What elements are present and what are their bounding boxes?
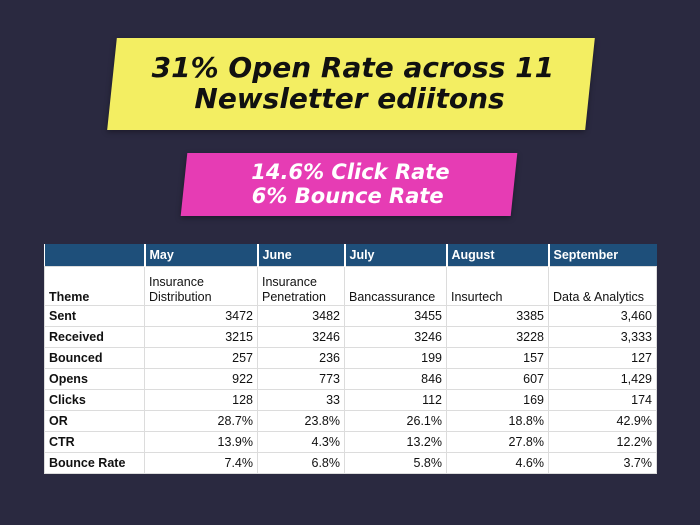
table-cell: 33 [257, 389, 345, 411]
table-cell: 3246 [344, 326, 447, 348]
table-cell: 846 [344, 368, 447, 390]
column-header: June [256, 244, 345, 267]
table-cell: 199 [344, 347, 447, 369]
table-cell: 922 [144, 368, 258, 390]
subheadline-line-2: 6% Bounce Rate [251, 183, 444, 208]
table-cell: 28.7% [144, 410, 258, 432]
table-cell: 27.8% [446, 431, 549, 453]
theme-cell: Data & Analytics [548, 266, 657, 306]
table-row: Bounced 257 236 199 157 127 [44, 347, 657, 369]
table-cell: 13.9% [144, 431, 258, 453]
headline-line-2: Newsletter ediitons [194, 82, 505, 115]
subheadline-banner: 14.6% Click Rate 6% Bounce Rate [180, 153, 518, 216]
column-header: September [547, 244, 657, 267]
headline-banner: 31% Open Rate across 11 Newsletter ediit… [107, 38, 595, 130]
row-label: Clicks [44, 389, 145, 411]
table-row: CTR 13.9% 4.3% 13.2% 27.8% 12.2% [44, 431, 657, 453]
row-label: Sent [44, 305, 145, 327]
table-row: Sent 3472 3482 3455 3385 3,460 [44, 305, 657, 327]
table-cell: 112 [344, 389, 447, 411]
table-cell: 26.1% [344, 410, 447, 432]
table-cell: 3.7% [548, 452, 657, 474]
table-cell: 3246 [257, 326, 345, 348]
table-cell: 3215 [144, 326, 258, 348]
theme-cell: Insurtech [446, 266, 549, 306]
table-cell: 3385 [446, 305, 549, 327]
table-cell: 23.8% [257, 410, 345, 432]
column-header: August [445, 244, 549, 267]
table-cell: 236 [257, 347, 345, 369]
table-row: Clicks 128 33 112 169 174 [44, 389, 657, 411]
row-label: Bounced [44, 347, 145, 369]
table-cell: 3,460 [548, 305, 657, 327]
table-cell: 128 [144, 389, 258, 411]
table-cell: 773 [257, 368, 345, 390]
table-row: Received 3215 3246 3246 3228 3,333 [44, 326, 657, 348]
table-cell: 127 [548, 347, 657, 369]
column-header: May [143, 244, 258, 267]
table-cell: 3455 [344, 305, 447, 327]
subheadline-line-1: 14.6% Click Rate [251, 160, 450, 185]
table-corner-cell [44, 244, 145, 267]
table-row: OR 28.7% 23.8% 26.1% 18.8% 42.9% [44, 410, 657, 432]
table-cell: 4.3% [257, 431, 345, 453]
table-cell: 174 [548, 389, 657, 411]
row-label: OR [44, 410, 145, 432]
row-label: Received [44, 326, 145, 348]
table-cell: 257 [144, 347, 258, 369]
table-cell: 13.2% [344, 431, 447, 453]
newsletter-stats-table: May June July August September Theme Ins… [44, 244, 657, 474]
table-cell: 3472 [144, 305, 258, 327]
table-header-row: May June July August September [44, 244, 657, 267]
row-label: Opens [44, 368, 145, 390]
table-row: Bounce Rate 7.4% 6.8% 5.8% 4.6% 3.7% [44, 452, 657, 474]
table-cell: 5.8% [344, 452, 447, 474]
row-label: Bounce Rate [44, 452, 145, 474]
table-cell: 7.4% [144, 452, 258, 474]
theme-cell: Bancassurance [344, 266, 447, 306]
table-cell: 3482 [257, 305, 345, 327]
table-cell: 18.8% [446, 410, 549, 432]
table-cell: 6.8% [257, 452, 345, 474]
table-cell: 12.2% [548, 431, 657, 453]
table-cell: 3228 [446, 326, 549, 348]
theme-cell: Insurance Penetration [257, 266, 345, 306]
table-cell: 42.9% [548, 410, 657, 432]
table-cell: 607 [446, 368, 549, 390]
table-row-theme: Theme Insurance Distribution Insurance P… [44, 266, 657, 306]
table-row: Opens 922 773 846 607 1,429 [44, 368, 657, 390]
theme-cell: Insurance Distribution [144, 266, 258, 306]
row-label: Theme [44, 266, 145, 306]
headline-line-1: 31% Open Rate across 11 [151, 51, 554, 85]
row-label: CTR [44, 431, 145, 453]
table-cell: 169 [446, 389, 549, 411]
table-cell: 1,429 [548, 368, 657, 390]
table-cell: 4.6% [446, 452, 549, 474]
table-cell: 3,333 [548, 326, 657, 348]
column-header: July [343, 244, 447, 267]
table-cell: 157 [446, 347, 549, 369]
